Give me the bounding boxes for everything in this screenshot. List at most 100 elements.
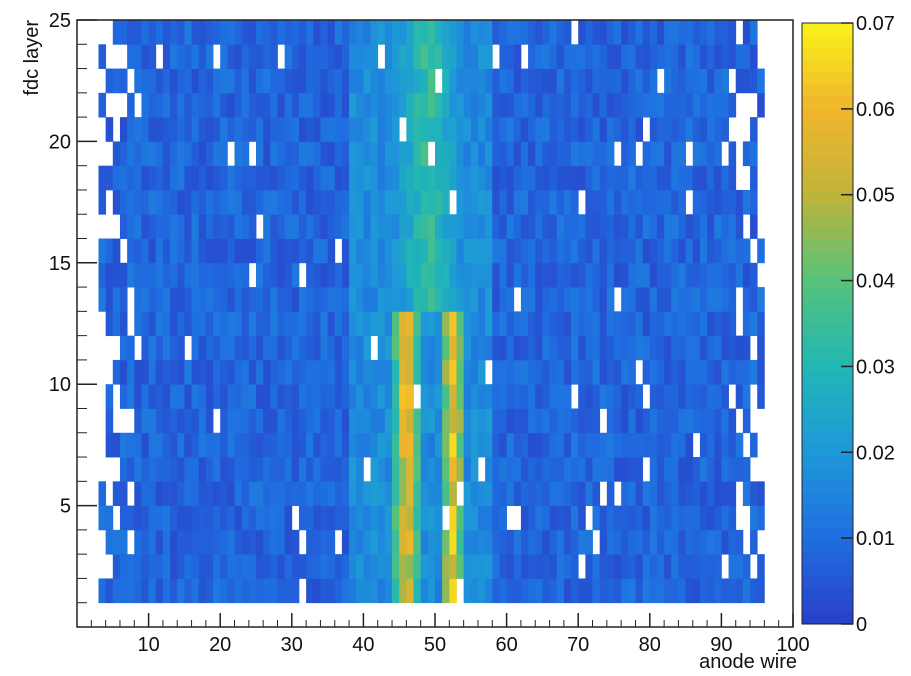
heatmap-cell <box>313 117 321 142</box>
heatmap-cell <box>177 457 185 482</box>
heatmap-cell <box>155 481 164 506</box>
heatmap-cell <box>592 505 601 531</box>
heatmap-cell <box>614 432 622 458</box>
heatmap-cell <box>341 311 350 337</box>
heatmap-cell <box>678 214 686 239</box>
heatmap-cell <box>141 165 149 191</box>
heatmap-cell <box>714 117 722 142</box>
heatmap-cell <box>735 214 744 239</box>
heatmap-cell <box>248 44 257 69</box>
x-tick-label: 60 <box>495 634 517 656</box>
heatmap-cell <box>420 44 429 69</box>
heatmap-cell <box>420 165 429 191</box>
heatmap-cell <box>392 92 400 118</box>
heatmap-cell <box>692 505 701 531</box>
heatmap-cell <box>313 214 321 239</box>
heatmap-cell <box>456 92 465 118</box>
heatmap-cell <box>556 335 565 361</box>
heatmap-cell <box>435 359 443 385</box>
heatmap-cell <box>277 141 286 167</box>
heatmap-cell <box>213 529 221 555</box>
heatmap-cell <box>585 165 593 191</box>
heatmap-cell <box>413 238 422 264</box>
heatmap-cell <box>112 554 121 579</box>
heatmap-cell <box>742 457 751 482</box>
heatmap-cell <box>127 238 135 264</box>
heatmap-cell <box>334 262 343 288</box>
heatmap-cell <box>148 335 157 361</box>
heatmap-cell <box>184 214 192 239</box>
heatmap-cell <box>141 481 149 506</box>
heatmap-cell <box>413 117 422 142</box>
heatmap-cell <box>549 68 558 94</box>
heatmap-cell <box>349 165 357 191</box>
heatmap-cell <box>699 44 708 69</box>
heatmap-cell <box>363 578 371 604</box>
heatmap-cell <box>721 384 729 409</box>
heatmap-cell <box>155 262 164 288</box>
heatmap-cell <box>341 117 350 142</box>
heatmap-cell <box>664 214 672 239</box>
heatmap-cell <box>477 359 486 385</box>
heatmap-cell <box>499 44 507 69</box>
heatmap-cell <box>184 554 192 579</box>
heatmap-cell <box>363 335 371 361</box>
heatmap-cell <box>463 311 472 337</box>
heatmap-cell <box>377 68 386 94</box>
heatmap-cell <box>356 529 364 555</box>
heatmap-cell <box>263 68 271 94</box>
heatmap-cell <box>470 505 479 531</box>
heatmap-cell <box>742 141 751 167</box>
heatmap-cell <box>520 262 529 288</box>
heatmap-cell <box>542 529 550 555</box>
heatmap-cell <box>427 262 436 288</box>
heatmap-cell <box>134 529 142 555</box>
heatmap-cell <box>205 384 214 409</box>
heatmap-cell <box>520 529 529 555</box>
heatmap-cell <box>327 141 336 167</box>
heatmap-cell <box>664 578 672 604</box>
heatmap-cell <box>463 335 472 361</box>
heatmap-cell <box>356 238 364 264</box>
heatmap-cell <box>377 432 386 458</box>
heatmap-cell <box>492 214 500 239</box>
heatmap-cell <box>664 92 672 118</box>
heatmap-cell <box>420 311 429 337</box>
heatmap-cell <box>635 262 644 288</box>
heatmap-cell <box>205 311 214 337</box>
heatmap-cell <box>248 189 257 215</box>
heatmap-cell <box>635 92 644 118</box>
heatmap-cell <box>148 92 157 118</box>
heatmap-cell <box>714 578 722 604</box>
heatmap-cell <box>635 335 644 361</box>
heatmap-cell <box>728 457 737 482</box>
heatmap-cell <box>241 432 250 458</box>
heatmap-cell <box>148 20 157 45</box>
heatmap-cell <box>585 457 593 482</box>
heatmap-cell <box>234 214 243 239</box>
heatmap-cell <box>392 384 400 409</box>
heatmap-cell <box>127 359 135 385</box>
heatmap-cell <box>170 432 178 458</box>
heatmap-cell <box>649 262 658 288</box>
heatmap-cell <box>213 457 221 482</box>
heatmap-cell <box>406 68 414 94</box>
heatmap-cell <box>735 529 744 555</box>
heatmap-cell <box>112 20 121 45</box>
heatmap-cell <box>220 214 228 239</box>
heatmap-cell <box>370 189 379 215</box>
heatmap-cell <box>241 578 250 604</box>
heatmap-cell <box>220 481 228 506</box>
heatmap-cell <box>628 311 636 337</box>
heatmap-cell <box>707 92 715 118</box>
heatmap-cell <box>234 578 243 604</box>
heatmap-cell <box>470 384 479 409</box>
heatmap-cell <box>392 44 400 69</box>
heatmap-cell <box>456 457 465 482</box>
heatmap-cell <box>234 311 243 337</box>
heatmap-cell <box>291 481 300 506</box>
heatmap-cell <box>270 529 278 555</box>
heatmap-cell <box>435 117 443 142</box>
heatmap-cell <box>535 457 543 482</box>
